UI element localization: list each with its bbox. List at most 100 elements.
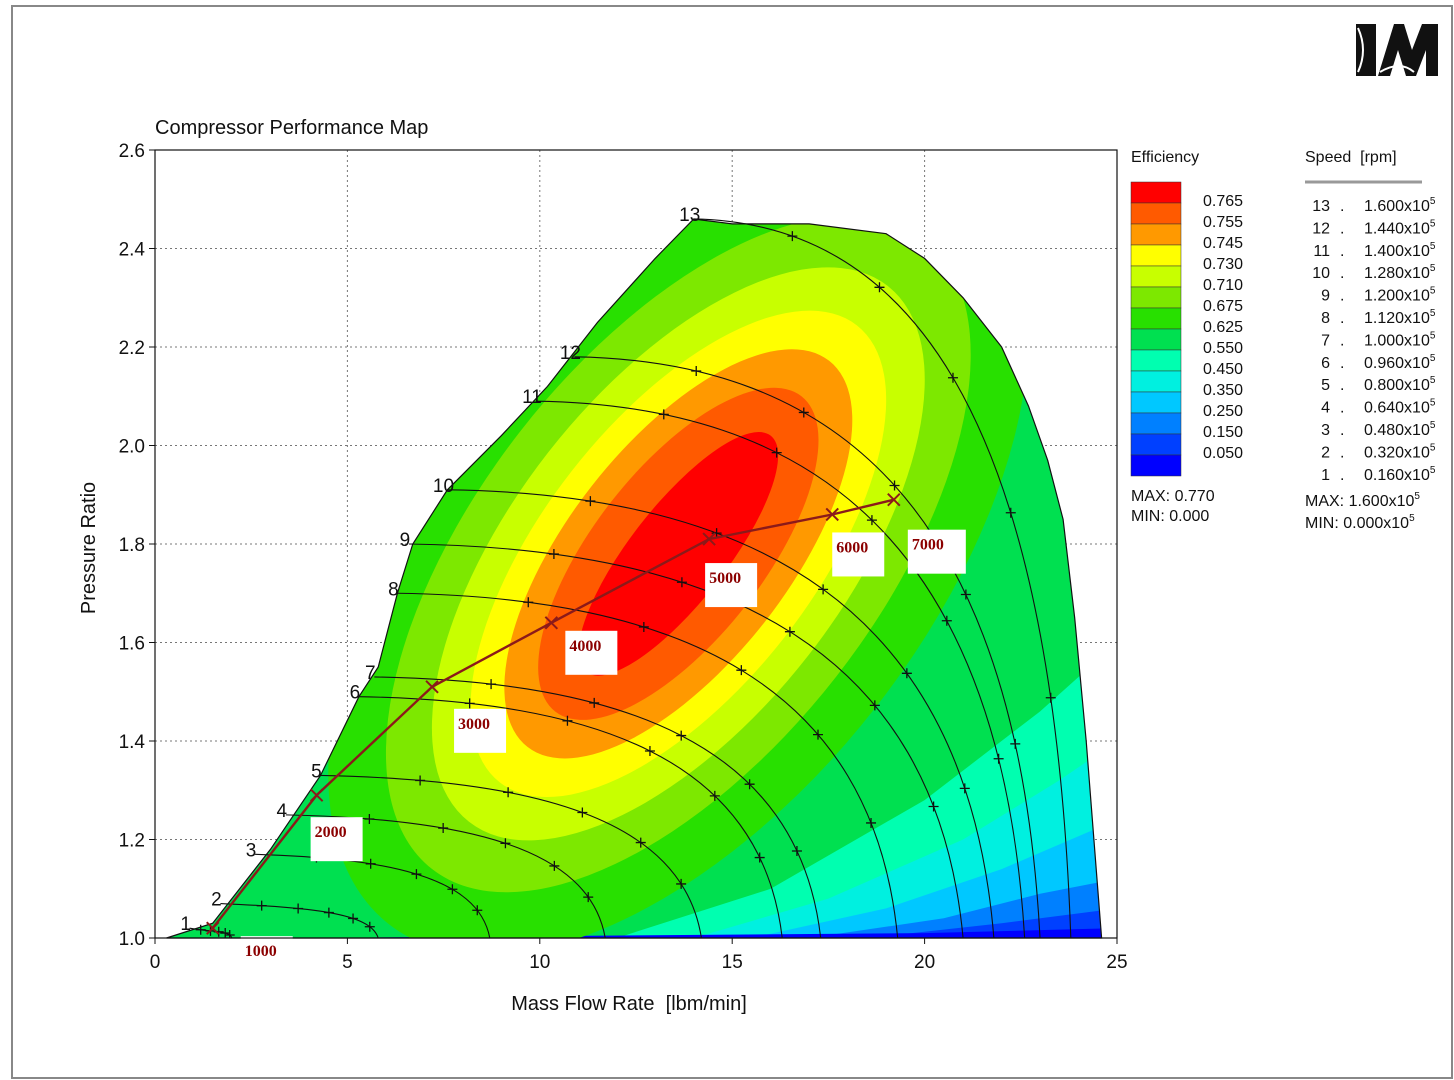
speed-label-box [832, 532, 885, 577]
operating-point-marker [309, 788, 324, 802]
operating-point-marker [887, 492, 901, 507]
speed-legend-dot: . [1340, 400, 1344, 417]
speed-legend-dot: . [1340, 332, 1344, 349]
efficiency-swatch [1130, 265, 1182, 288]
speed-legend-value: 0.800x105 [1364, 375, 1436, 394]
efficiency-band [578, 432, 779, 676]
map-boundary [166, 218, 1103, 939]
data-marker [323, 907, 334, 918]
efficiency-level: 0.150 [1203, 424, 1243, 441]
speed-label: 3000 [458, 716, 490, 733]
data-marker [638, 621, 649, 632]
data-marker [644, 745, 655, 756]
efficiency-level: 0.710 [1203, 277, 1243, 294]
data-marker [589, 697, 600, 708]
data-marker [415, 775, 426, 786]
efficiency-swatch [1130, 412, 1182, 435]
speed-legend-dot: . [1340, 198, 1344, 215]
y-tick-label: 1.2 [119, 831, 145, 852]
operating-point-marker [702, 532, 716, 546]
data-marker [464, 698, 475, 709]
efficiency-swatch [1130, 370, 1182, 393]
data-marker [256, 900, 267, 911]
x-tick-label: 10 [529, 952, 550, 973]
speed-legend-number: 7 [1321, 332, 1330, 349]
speed-line-number: 13 [679, 205, 700, 226]
data-marker [798, 407, 809, 418]
efficiency-swatch [1130, 454, 1182, 477]
speed-legend-value: 0.640x105 [1364, 398, 1436, 417]
data-marker [787, 231, 798, 242]
data-marker [577, 807, 588, 818]
speed-legend-number: 2 [1321, 444, 1330, 461]
data-marker [691, 366, 702, 377]
data-marker [947, 372, 958, 383]
speed-line-number: 8 [388, 579, 399, 600]
data-marker [709, 790, 720, 801]
data-marker [438, 823, 449, 834]
speed-line-number: 9 [400, 530, 411, 551]
data-marker [293, 903, 304, 914]
speed-legend-number: 13 [1312, 198, 1330, 215]
x-tick-label: 0 [150, 952, 161, 973]
x-axis-title: Mass Flow Rate [lbm/min] [511, 993, 747, 1015]
efficiency-level: 0.250 [1203, 403, 1243, 420]
data-marker [1005, 507, 1016, 518]
operating-point-marker [425, 680, 439, 694]
data-marker [818, 584, 829, 595]
y-tick-label: 2.2 [119, 338, 145, 359]
speed-label-box [705, 563, 758, 608]
speed-legend-value: 1.120x105 [1364, 308, 1436, 327]
data-marker [635, 837, 646, 848]
data-marker [195, 924, 206, 935]
data-marker [447, 884, 458, 895]
data-marker [676, 730, 687, 741]
speed-legend-dot: . [1340, 377, 1344, 394]
axis-ticks: 0 5 10 15 20 251.01.21.41.61.82.02.22.42.6 [119, 141, 1128, 973]
speed-legend-number: 1 [1321, 467, 1330, 484]
efficiency-level: 0.745 [1203, 235, 1243, 252]
efficiency-level: 0.550 [1203, 340, 1243, 357]
data-marker [784, 626, 795, 637]
speed-legend-value: 1.280x105 [1364, 263, 1436, 282]
data-marker [364, 813, 375, 824]
data-marker [866, 515, 877, 526]
data-marker [676, 878, 687, 889]
y-tick-label: 1.6 [119, 634, 145, 655]
speed-legend-value: 0.320x105 [1364, 442, 1436, 461]
data-marker [364, 921, 375, 932]
data-marker [959, 783, 970, 794]
speed-line-number: 5 [311, 761, 322, 782]
speed-label: 1000 [245, 943, 277, 960]
efficiency-swatch [1130, 223, 1182, 246]
speed-min: MIN: 0.000x105 [1305, 513, 1415, 532]
speed-label: 7000 [912, 537, 944, 554]
speed-legend-number: 3 [1321, 422, 1330, 439]
speed-legend-value: 1.440x105 [1364, 218, 1436, 237]
x-tick-label: 5 [342, 952, 353, 973]
y-tick-label: 2.6 [119, 141, 145, 162]
speed-legend-dot: . [1340, 243, 1344, 260]
efficiency-level: 0.625 [1203, 319, 1243, 336]
efficiency-max: MAX: 0.770 [1131, 488, 1215, 505]
speed-legend-value: 1.200x105 [1364, 286, 1436, 305]
efficiency-swatch [1130, 244, 1182, 267]
data-marker [523, 597, 534, 608]
data-marker [960, 589, 971, 600]
speed-label-box [240, 936, 293, 963]
efficiency-level: 0.755 [1203, 214, 1243, 231]
speed-legend-number: 4 [1321, 400, 1330, 417]
data-marker [993, 753, 1004, 764]
efficiency-swatch [1130, 307, 1182, 330]
efficiency-legend: Efficiency 0.765 0.755 0.745 0.730 0.710 0.67… [1130, 149, 1243, 525]
data-marker [486, 679, 497, 690]
data-marker [901, 668, 912, 679]
speed-legend-title: Speed [rpm] [1305, 149, 1397, 166]
efficiency-level: 0.350 [1203, 382, 1243, 399]
efficiency-band [308, 928, 1102, 938]
speed-line-number: 10 [433, 476, 454, 497]
speed-legend-number: 10 [1312, 265, 1330, 282]
speed-line-number: 7 [365, 663, 376, 684]
data-marker [548, 549, 559, 560]
